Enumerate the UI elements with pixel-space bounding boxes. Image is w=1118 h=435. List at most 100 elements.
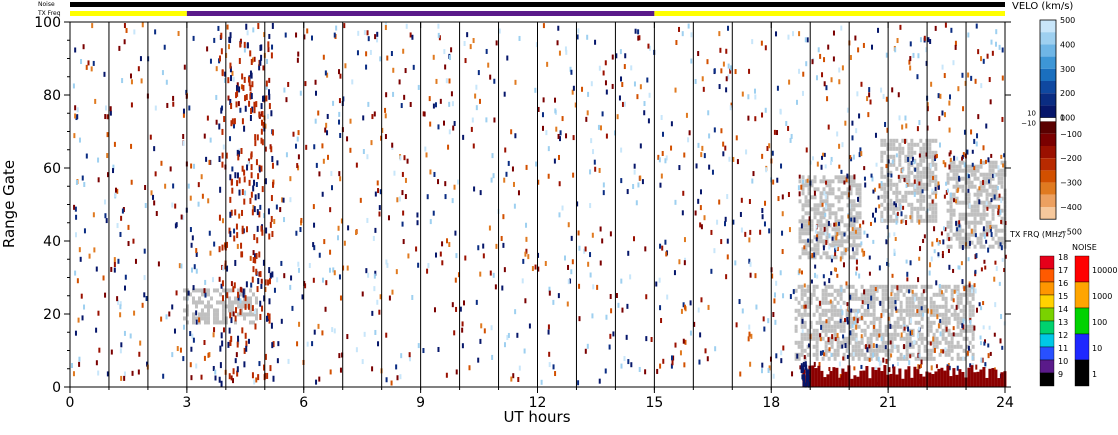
velocity-pixel bbox=[744, 231, 747, 237]
ground-scatter-pixel bbox=[822, 187, 826, 192]
ground-scatter-pixel bbox=[967, 192, 971, 197]
txfreq-scale-label: 16 bbox=[1058, 279, 1068, 288]
velocity-pixel bbox=[246, 42, 249, 49]
velocity-pixel bbox=[229, 62, 232, 69]
ground-scatter-pixel bbox=[248, 308, 252, 313]
velocity-pixel bbox=[990, 153, 993, 158]
ground-scatter-pixel bbox=[887, 336, 891, 341]
ground-scatter-pixel bbox=[812, 284, 816, 289]
velocity-pixel bbox=[495, 243, 498, 249]
ground-scatter-pixel bbox=[949, 200, 953, 205]
velocity-pixel bbox=[182, 112, 185, 118]
ground-scatter-pixel bbox=[881, 336, 885, 341]
ground-scatter-pixel bbox=[950, 296, 954, 301]
ground-scatter-pixel bbox=[812, 332, 816, 337]
velocity-pixel bbox=[946, 188, 949, 193]
velocity-pixel bbox=[894, 47, 897, 53]
ground-scatter-pixel bbox=[833, 288, 837, 293]
velocity-pixel bbox=[257, 173, 260, 180]
ground-scatter-pixel bbox=[905, 348, 909, 353]
velocity-pixel bbox=[620, 76, 623, 82]
velocity-pixel bbox=[804, 364, 807, 370]
ground-scatter-pixel bbox=[902, 292, 906, 297]
velocity-pixel bbox=[298, 321, 301, 327]
near-range-pixel bbox=[865, 366, 869, 387]
ground-scatter-pixel bbox=[905, 352, 909, 357]
velocity-pixel bbox=[581, 86, 584, 92]
velocity-pixel bbox=[558, 212, 561, 218]
velocity-pixel bbox=[237, 291, 240, 298]
velocity-pixel bbox=[271, 129, 274, 136]
velocity-pixel bbox=[393, 170, 396, 176]
ground-scatter-pixel bbox=[914, 340, 918, 345]
velocity-pixel bbox=[609, 231, 612, 237]
velocity-pixel bbox=[444, 181, 447, 187]
ground-scatter-pixel bbox=[941, 312, 945, 317]
velocity-pixel bbox=[253, 101, 256, 108]
velocity-pixel bbox=[621, 101, 624, 107]
velocity-pixel bbox=[578, 283, 581, 289]
ground-scatter-pixel bbox=[845, 340, 849, 345]
velocity-pixel bbox=[331, 327, 334, 333]
txfreq-scale-box bbox=[1039, 320, 1055, 335]
ground-scatter-pixel bbox=[830, 300, 834, 305]
ground-scatter-pixel bbox=[191, 300, 195, 305]
ground-scatter-pixel bbox=[818, 320, 822, 325]
ground-scatter-pixel bbox=[968, 340, 972, 345]
velocity-pixel bbox=[816, 274, 819, 279]
velocity-pixel bbox=[176, 346, 179, 352]
velocity-pixel bbox=[853, 174, 856, 180]
txfreq-scale-box bbox=[1039, 268, 1055, 283]
velocity-pixel bbox=[468, 365, 471, 371]
ground-scatter-pixel bbox=[858, 195, 862, 200]
velocity-pixel bbox=[781, 211, 784, 217]
ground-scatter-pixel bbox=[834, 243, 838, 248]
velocity-pixel bbox=[866, 96, 869, 102]
velocity-pixel bbox=[869, 99, 872, 105]
velocity-pixel bbox=[133, 29, 136, 35]
ground-scatter-pixel bbox=[953, 284, 957, 289]
velocity-pixel bbox=[852, 352, 855, 357]
txfreq-scale-box bbox=[1039, 294, 1055, 309]
velocity-pixel bbox=[572, 135, 575, 141]
velocity-pixel bbox=[662, 358, 665, 364]
ground-scatter-pixel bbox=[842, 352, 846, 357]
velocity-pixel bbox=[827, 337, 830, 343]
velocity-pixel bbox=[264, 279, 267, 286]
velocity-scale-label: −300 bbox=[1060, 179, 1082, 188]
ground-scatter-pixel bbox=[822, 231, 826, 236]
ground-scatter-pixel bbox=[896, 324, 900, 329]
ground-scatter-pixel bbox=[206, 312, 210, 317]
velocity-pixel bbox=[106, 371, 109, 377]
ground-scatter-pixel bbox=[959, 292, 963, 297]
near-range-pixel bbox=[820, 370, 824, 387]
velocity-pixel bbox=[749, 272, 752, 278]
ground-scatter-pixel bbox=[834, 239, 838, 244]
ground-scatter-pixel bbox=[831, 187, 835, 192]
ground-scatter-pixel bbox=[956, 324, 960, 329]
velocity-pixel bbox=[918, 256, 921, 261]
ground-scatter-pixel bbox=[932, 344, 936, 349]
ground-scatter-pixel bbox=[982, 184, 986, 189]
ground-scatter-pixel bbox=[926, 352, 930, 357]
ground-scatter-pixel bbox=[842, 320, 846, 325]
near-range-pixel bbox=[907, 366, 911, 387]
velocity-pixel bbox=[962, 106, 965, 112]
velocity-pixel bbox=[371, 366, 374, 372]
ground-scatter-pixel bbox=[212, 312, 216, 317]
velocity-pixel bbox=[472, 143, 475, 149]
velocity-pixel bbox=[611, 54, 614, 60]
velocity-pixel bbox=[369, 49, 372, 55]
x-tick-label: 21 bbox=[879, 395, 897, 411]
near-range-pixel bbox=[952, 368, 956, 387]
ground-scatter-pixel bbox=[824, 352, 828, 357]
velocity-pixel bbox=[900, 219, 903, 224]
ground-scatter-pixel bbox=[818, 316, 822, 321]
velocity-pixel bbox=[683, 304, 686, 310]
ground-scatter-pixel bbox=[959, 344, 963, 349]
velocity-pixel bbox=[104, 292, 107, 298]
ground-scatter-pixel bbox=[815, 336, 819, 341]
ground-scatter-pixel bbox=[854, 316, 858, 321]
velocity-pixel bbox=[626, 189, 629, 195]
velocity-pixel bbox=[248, 100, 251, 107]
